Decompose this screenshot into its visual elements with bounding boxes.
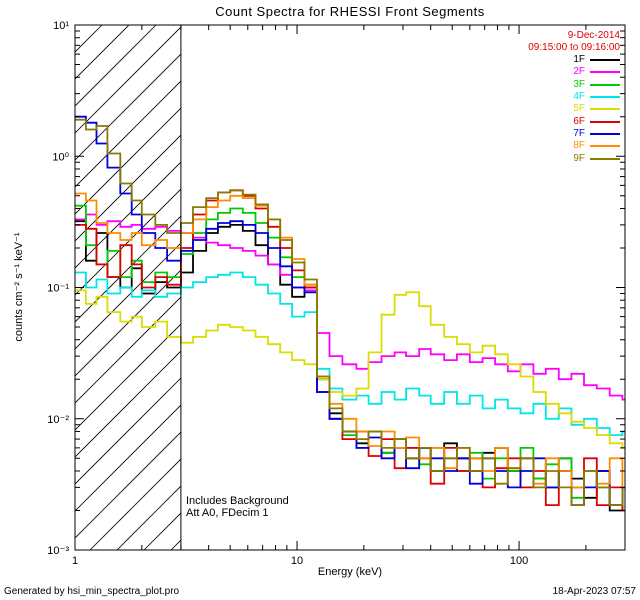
series-9F — [75, 118, 625, 506]
legend-item-9F: 9F — [528, 152, 620, 164]
series-6F — [75, 189, 625, 512]
legend-item-4F: 4F — [528, 91, 620, 103]
legend-date: 9-Dec-2014 — [567, 30, 620, 41]
legend-item-line-swatch — [590, 108, 620, 111]
footer-generator-text: Generated by hsi_min_spectra_plot.pro — [4, 586, 180, 597]
svg-text:10⁻²: 10⁻² — [47, 414, 69, 426]
legend-item-1F: 1F — [528, 54, 620, 66]
legend-item-line-swatch — [590, 59, 620, 62]
legend-item-line-swatch — [590, 71, 620, 74]
annotation-att-fdecim: Att A0, FDecim 1 — [186, 507, 269, 519]
x-axis-label: Energy (keV) — [317, 566, 383, 578]
series-2F — [75, 213, 625, 401]
annotation-includes-background: Includes Background — [186, 495, 289, 507]
legend-item-2F: 2F — [528, 66, 620, 78]
legend-item-label: 3F — [573, 78, 585, 90]
legend-item-3F: 3F — [528, 79, 620, 91]
svg-text:10¹: 10¹ — [53, 20, 69, 32]
legend-item-line-swatch — [590, 96, 620, 99]
svg-text:10⁻³: 10⁻³ — [47, 545, 69, 557]
legend-item-label: 8F — [573, 140, 585, 152]
legend: 9-Dec-2014 09:15:00 to 09:16:00 1F 2F 3F 4F… — [528, 30, 620, 165]
legend-item-label: 6F — [573, 115, 585, 127]
legend-item-6F: 6F — [528, 115, 620, 127]
legend-item-line-swatch — [590, 145, 620, 148]
series-1F — [75, 220, 625, 512]
legend-item-label: 7F — [573, 127, 585, 139]
series-8F — [75, 192, 625, 489]
chart-title: Count Spectra for RHESSI Front Segments — [215, 4, 485, 19]
legend-item-label: 9F — [573, 152, 585, 164]
svg-text:1: 1 — [72, 555, 78, 567]
legend-item-8F: 8F — [528, 140, 620, 152]
svg-text:100: 100 — [510, 555, 528, 567]
series-5F — [75, 289, 625, 449]
legend-item-line-swatch — [590, 132, 620, 135]
legend-entries: 1F 2F 3F 4F 5F 6F 7F 8F 9F — [528, 54, 620, 165]
series-4F — [75, 271, 625, 436]
legend-item-line-swatch — [590, 83, 620, 86]
footer-timestamp: 18-Apr-2023 07:57 — [552, 586, 636, 597]
svg-text:10⁻¹: 10⁻¹ — [47, 283, 69, 295]
legend-item-line-swatch — [590, 157, 620, 160]
legend-item-label: 2F — [573, 66, 585, 78]
svg-text:10⁰: 10⁰ — [52, 151, 69, 163]
y-axis-label: counts cm⁻² s⁻¹ keV⁻¹ — [13, 232, 25, 342]
legend-item-label: 5F — [573, 103, 585, 115]
series-3F — [75, 204, 625, 506]
legend-item-line-swatch — [590, 120, 620, 123]
legend-item-label: 1F — [573, 54, 585, 66]
svg-text:10: 10 — [291, 555, 303, 567]
legend-item-5F: 5F — [528, 103, 620, 115]
legend-item-label: 4F — [573, 91, 585, 103]
series-7F — [75, 115, 625, 506]
legend-time-range: 09:15:00 to 09:16:00 — [528, 42, 620, 53]
legend-item-7F: 7F — [528, 128, 620, 140]
